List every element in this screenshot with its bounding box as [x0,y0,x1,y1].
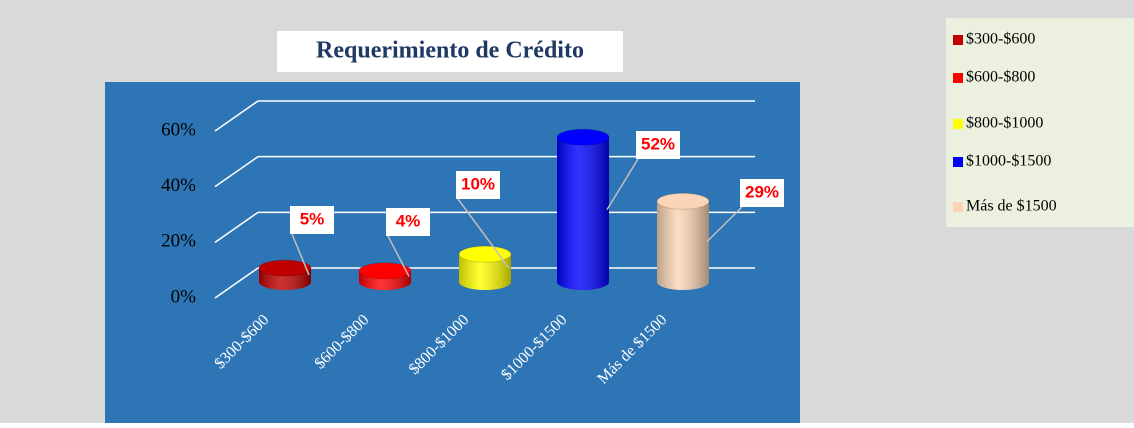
y-tick-label: 60% [161,119,196,140]
legend-swatch [953,119,963,129]
leader-line [706,206,743,243]
grid-line [214,100,259,132]
grid-line [214,156,259,188]
data-label: 10% [461,174,495,193]
bar-top [358,262,412,280]
legend-swatch [953,35,963,45]
title-box [277,31,623,72]
grid-line [214,267,259,299]
legend-swatch [953,73,963,83]
bar-top [656,192,710,210]
data-label: 52% [641,134,675,153]
legend [946,18,1134,227]
legend-label: Más de $1500 [966,198,1057,215]
bar-top [458,245,512,263]
legend-label: $800-$1000 [966,115,1043,132]
legend-label: $600-$800 [966,69,1035,86]
data-label: 4% [396,211,421,230]
leader-line [606,158,639,211]
chart-title: Requerimiento de Crédito [316,38,584,64]
data-label-box [740,179,784,207]
bar-top [556,128,610,146]
y-tick-label: 40% [161,175,196,196]
legend-label: $1000-$1500 [966,153,1051,170]
legend-label: $300-$600 [966,31,1035,48]
bar-shade [657,201,709,290]
bar-shade [557,137,609,290]
bar-shade [459,254,511,290]
data-label-box [636,131,680,159]
leader-line [291,233,310,276]
leader-line [457,198,510,269]
legend-swatch [953,202,963,212]
legend-swatch [953,157,963,167]
data-label-box [456,171,500,199]
grid-line [214,211,259,243]
y-tick-label: 20% [161,231,196,252]
data-label-box [386,208,430,236]
data-label-box [290,206,334,234]
data-label: 29% [745,182,779,201]
data-label: 5% [300,209,325,228]
y-tick-label: 0% [171,286,197,307]
bar-top [258,259,312,277]
leader-line [387,235,410,277]
